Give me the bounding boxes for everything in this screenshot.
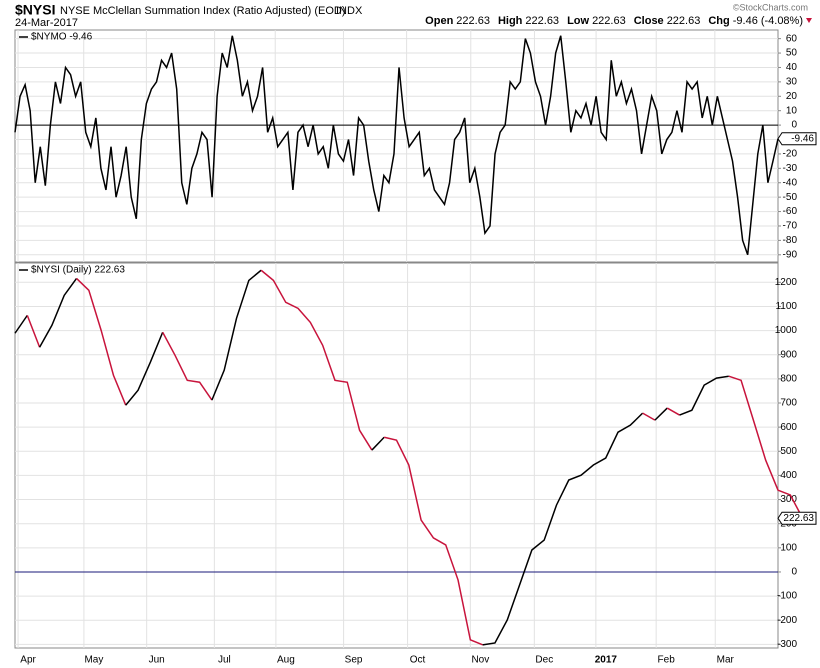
exchange: INDX (336, 5, 363, 17)
x-tick-label: Apr (20, 655, 36, 666)
quote-label: Close (634, 15, 664, 27)
last-value-label: 222.63 (783, 513, 814, 524)
y-tick-label: -70 (783, 221, 798, 232)
y-tick-label: 600 (780, 422, 797, 433)
watermark: ©StockCharts.com (733, 2, 808, 12)
y-tick-label: 50 (786, 48, 798, 59)
y-tick-label: 100 (780, 542, 797, 553)
down-arrow (806, 18, 812, 23)
line (384, 436, 483, 646)
line (162, 331, 213, 401)
quote-label: Open (425, 15, 453, 27)
y-tick-label: 400 (780, 470, 797, 481)
y-tick-label: -60 (783, 206, 798, 217)
y-tick-label: -90 (783, 249, 798, 260)
panel (14, 29, 779, 263)
panel-title: $NYMO -9.46 (31, 32, 93, 43)
quote-value: 222.63 (592, 15, 626, 27)
y-tick-label: 300 (780, 494, 797, 505)
x-tick-label: Aug (277, 655, 295, 666)
y-tick-label: 1100 (775, 301, 797, 312)
x-tick-label: Jun (149, 655, 165, 666)
quote: Open 222.63 High 222.63 Low 222.63 Close 222.63… (425, 15, 803, 27)
quote-label: Chg (708, 15, 729, 27)
line (38, 278, 78, 348)
y-tick-label: -100 (777, 591, 797, 602)
y-tick-label: 20 (786, 91, 798, 102)
x-tick-label: Oct (410, 655, 426, 666)
last-value-tag (777, 132, 817, 146)
line (728, 375, 804, 519)
x-tick-label: Nov (471, 655, 489, 666)
y-tick-label: -20 (783, 149, 798, 160)
line (371, 436, 385, 451)
quote-value: -9.46 (733, 15, 758, 27)
quote-change: (-4.08%) (761, 15, 803, 27)
x-tick-label: Mar (717, 655, 735, 666)
y-tick-label: 1200 (775, 277, 798, 288)
line (482, 412, 644, 646)
y-tick-label: 1000 (775, 325, 798, 336)
line (679, 375, 729, 416)
date: 24-Mar-2017 (15, 17, 78, 29)
panel (14, 262, 779, 649)
index-name: NYSE McClellan Summation Index (Ratio Ad… (60, 5, 346, 17)
y-tick-label: 700 (780, 398, 797, 409)
y-tick-label: 30 (786, 77, 798, 88)
y-tick-label: -30 (783, 163, 798, 174)
x-tick-label: Dec (535, 655, 553, 666)
y-tick-label: -80 (783, 235, 798, 246)
symbol: $NYSI (15, 2, 55, 18)
quote-value: 222.63 (525, 15, 559, 27)
panel-title: $NYSI (Daily) 222.63 (31, 265, 125, 276)
line (666, 407, 680, 416)
line (76, 277, 127, 406)
y-tick-label: 0 (791, 567, 797, 578)
y-tick-label: 40 (786, 62, 798, 73)
line (642, 412, 656, 421)
x-tick-label: Sep (345, 655, 363, 666)
y-tick-label: 900 (780, 349, 797, 360)
x-tick-label: 2017 (595, 655, 618, 666)
line (260, 269, 373, 451)
line (654, 407, 668, 421)
line (26, 315, 41, 348)
y-tick-label: 500 (780, 446, 797, 457)
quote-value: 222.63 (456, 15, 490, 27)
quote-value: 222.63 (667, 15, 701, 27)
y-tick-label: -200 (777, 615, 797, 626)
y-tick-label: -40 (783, 177, 798, 188)
x-tick-label: Feb (658, 655, 676, 666)
y-tick-label: 800 (780, 374, 797, 385)
last-value-label: -9.46 (791, 133, 814, 144)
x-tick-label: Jul (218, 655, 231, 666)
y-tick-label: 0 (791, 120, 797, 131)
y-tick-label: -300 (777, 639, 797, 650)
line (125, 331, 164, 406)
last-value-tag (777, 511, 817, 525)
quote-label: High (498, 15, 523, 27)
x-tick-label: May (84, 655, 103, 666)
y-tick-label: -50 (783, 192, 798, 203)
y-tick-label: 60 (786, 33, 798, 44)
y-tick-label: 10 (786, 105, 798, 116)
line (211, 269, 262, 401)
line (14, 35, 779, 256)
line (14, 314, 28, 334)
quote-label: Low (567, 15, 589, 27)
